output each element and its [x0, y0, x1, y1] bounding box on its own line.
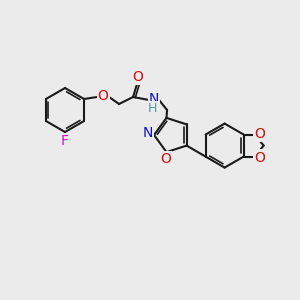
Text: O: O: [160, 152, 171, 166]
Text: O: O: [133, 70, 143, 84]
Text: F: F: [61, 134, 69, 148]
Text: N: N: [143, 126, 153, 140]
Text: H: H: [147, 101, 157, 115]
Text: O: O: [254, 151, 265, 165]
Text: N: N: [149, 92, 159, 106]
Text: O: O: [254, 127, 265, 141]
Text: O: O: [98, 89, 109, 103]
